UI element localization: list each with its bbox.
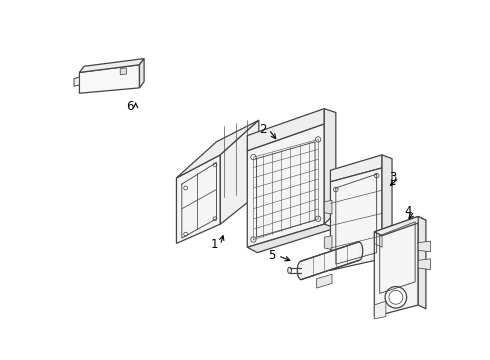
Polygon shape: [74, 77, 79, 86]
Ellipse shape: [389, 291, 403, 304]
Polygon shape: [418, 259, 431, 270]
Polygon shape: [247, 109, 324, 151]
Polygon shape: [324, 200, 332, 214]
Ellipse shape: [334, 260, 338, 265]
Polygon shape: [176, 155, 220, 243]
Polygon shape: [247, 224, 336, 253]
Polygon shape: [382, 155, 392, 263]
Text: 3: 3: [389, 171, 396, 184]
Text: 6: 6: [126, 100, 133, 113]
Polygon shape: [374, 216, 418, 316]
Ellipse shape: [385, 287, 407, 308]
Ellipse shape: [374, 173, 379, 178]
Polygon shape: [418, 241, 431, 252]
Text: 5: 5: [268, 249, 275, 262]
Polygon shape: [220, 120, 259, 224]
Ellipse shape: [184, 186, 188, 190]
Ellipse shape: [316, 137, 321, 142]
Polygon shape: [324, 236, 332, 249]
Ellipse shape: [334, 187, 338, 192]
Polygon shape: [324, 109, 336, 224]
Polygon shape: [330, 168, 382, 270]
Text: 4: 4: [404, 204, 412, 217]
Polygon shape: [120, 68, 126, 75]
Polygon shape: [176, 120, 259, 178]
Ellipse shape: [213, 163, 217, 167]
Ellipse shape: [213, 217, 217, 221]
Polygon shape: [140, 59, 144, 88]
Ellipse shape: [184, 232, 188, 236]
Polygon shape: [330, 155, 382, 182]
Polygon shape: [79, 59, 144, 72]
Ellipse shape: [316, 216, 321, 221]
Text: 1: 1: [210, 238, 218, 251]
Polygon shape: [301, 242, 359, 280]
Polygon shape: [374, 216, 426, 236]
Ellipse shape: [297, 261, 305, 280]
Ellipse shape: [251, 237, 256, 242]
Ellipse shape: [374, 249, 379, 253]
Polygon shape: [418, 216, 426, 309]
Text: 2: 2: [259, 123, 267, 136]
Polygon shape: [317, 274, 332, 288]
Ellipse shape: [355, 242, 363, 260]
Ellipse shape: [251, 154, 256, 160]
Ellipse shape: [288, 267, 292, 274]
Polygon shape: [79, 65, 140, 93]
Polygon shape: [374, 301, 386, 319]
Polygon shape: [247, 124, 324, 247]
